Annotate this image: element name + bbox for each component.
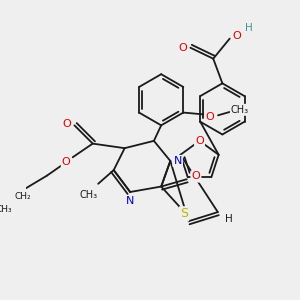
Text: O: O: [232, 31, 242, 41]
Text: CH₂: CH₂: [14, 192, 31, 201]
Text: N: N: [126, 196, 134, 206]
Text: H: H: [245, 22, 253, 33]
Text: O: O: [191, 172, 200, 182]
Text: O: O: [179, 43, 188, 53]
Text: CH₃: CH₃: [80, 190, 98, 200]
Text: N: N: [173, 156, 182, 166]
Text: O: O: [63, 118, 71, 128]
Text: O: O: [195, 136, 204, 146]
Text: CH₃: CH₃: [0, 205, 12, 214]
Text: O: O: [206, 112, 214, 122]
Text: S: S: [180, 207, 188, 220]
Text: O: O: [62, 157, 70, 167]
Text: H: H: [225, 214, 232, 224]
Text: CH₃: CH₃: [231, 105, 249, 115]
